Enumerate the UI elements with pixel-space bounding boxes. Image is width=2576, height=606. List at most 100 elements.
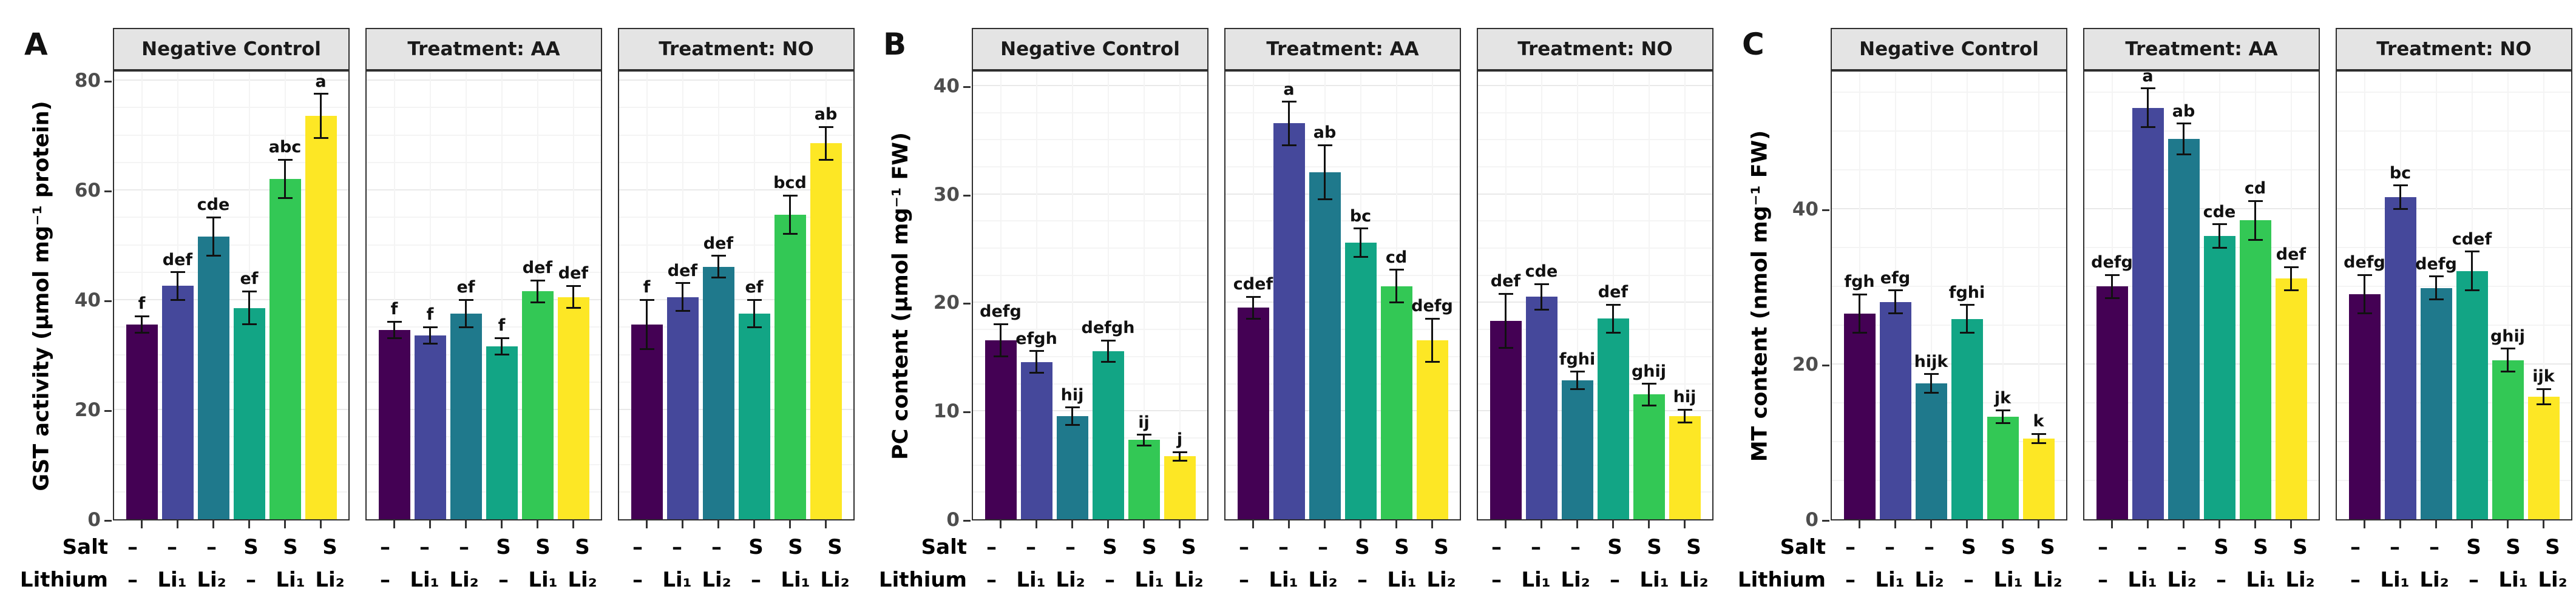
lithium-value: Li₁ [157,568,187,592]
x-tick-mark [2471,520,2473,528]
error-bar [429,327,431,344]
gridline-minor [114,326,348,328]
error-bar [1859,294,1860,333]
error-bar-cap [1172,451,1187,453]
gridline-minor [367,271,601,273]
error-bar-cap [2283,289,2299,292]
salt-value: – [1318,535,1328,559]
significance-letter: def [1490,272,1521,291]
error-bar [753,300,755,328]
error-bar-cap [530,279,545,281]
salt-value: S [2293,535,2308,559]
facet-1: Negative Control f def cde ef abc a – – – S S S – Li₁ L… [113,28,350,598]
gridline-minor [367,491,601,493]
lithium-value: Li₁ [1016,568,1046,592]
x-tick-mark [1143,520,1145,528]
error-bar-cap [277,197,293,200]
gridline-minor [619,217,853,218]
gridline-vertical [1035,72,1037,519]
gridline-minor [1478,491,1712,493]
x-tick-mark [1431,520,1433,528]
error-bar [1505,294,1507,348]
error-bar [2543,389,2544,405]
salt-row-label: Salt [1780,535,1826,559]
error-bar-cap [2357,274,2372,276]
error-bar [212,217,214,256]
x-tick-mark [1360,520,1361,528]
error-bar-cap [1605,303,1621,306]
x-tick-mark [284,520,286,528]
significance-letter: fgh [1844,272,1875,291]
lithium-value: Li₂ [568,568,597,592]
gridline-minor [619,161,853,163]
x-tick-mark [2290,520,2292,528]
x-tick-mark [1541,520,1542,528]
error-bar-cap [313,136,328,139]
significance-letter: cdef [2452,229,2492,249]
lithium-value: Li₁ [1875,568,1905,592]
significance-letter: hijk [1914,352,1948,371]
gridline-minor [2337,402,2571,404]
significance-letter: defg [1411,297,1453,316]
y-axis-title: MT content (nmol mg⁻¹ FW) [1746,72,1774,520]
salt-value: S [1961,535,1976,559]
gridline-minor [2337,169,2571,171]
bar [2022,438,2055,519]
significance-letter: ghij [1631,362,1667,381]
significance-letter: cd [2244,179,2266,198]
y-tick-mark [104,410,112,412]
gridline-major [114,299,348,301]
error-bar-cap [1852,332,1867,334]
error-bar [1930,374,1932,393]
error-bar-cap [2464,251,2479,253]
significance-letter: defgh [1081,318,1135,337]
error-bar-cap [1995,409,2010,412]
error-bar [825,127,827,160]
salt-value: S [283,535,298,559]
plot-area: def cde fghi def ghij hij [1477,70,1713,520]
salt-value: S [1142,535,1157,559]
gridline-minor [2084,130,2319,132]
significance-letter: hij [1060,385,1084,405]
gridline-major [973,84,1207,86]
salt-value: – [167,535,177,559]
gridline-vertical [1576,72,1578,519]
error-bar-cap [993,323,1008,325]
gridline-minor [114,107,348,109]
bar [2420,288,2452,519]
bar [2203,236,2235,519]
lithium-value: Li₂ [2167,568,2197,592]
lithium-value-row: – Li₁ Li₂ – Li₁ Li₂ [972,568,1208,592]
gridline-vertical [2038,72,2039,519]
plot-area: defg a ab cde cd def [2083,70,2320,520]
salt-value: S [1686,535,1701,559]
panel-label: B [883,27,907,62]
error-bar-cap [1498,292,1513,295]
error-bar-cap [639,348,654,350]
lithium-value: Li₂ [820,568,850,592]
lithium-value: – [1964,568,1974,592]
lithium-value: – [380,568,390,592]
error-bar-cap [1246,295,1261,298]
gridline-minor [1225,274,1460,276]
error-bar-cap [782,232,798,235]
bar [666,297,699,519]
gridline-vertical [429,72,431,519]
salt-value-row: – – – S S S [618,535,855,559]
error-bar-cap [170,298,185,301]
significance-letter: def [162,250,193,269]
significance-letter: a [315,72,327,91]
error-bar [2507,348,2509,372]
bar [2168,139,2200,519]
bar [1237,308,1269,519]
gridline-minor [973,355,1207,357]
error-bar-cap [2283,266,2299,268]
lithium-value: – [1105,568,1115,592]
bar [126,324,158,519]
error-bar-cap [170,271,185,274]
gridline-major [973,301,1207,303]
lithium-value: Li₁ [1269,568,1298,592]
bar [1490,320,1522,519]
error-bar-cap [1425,361,1440,363]
